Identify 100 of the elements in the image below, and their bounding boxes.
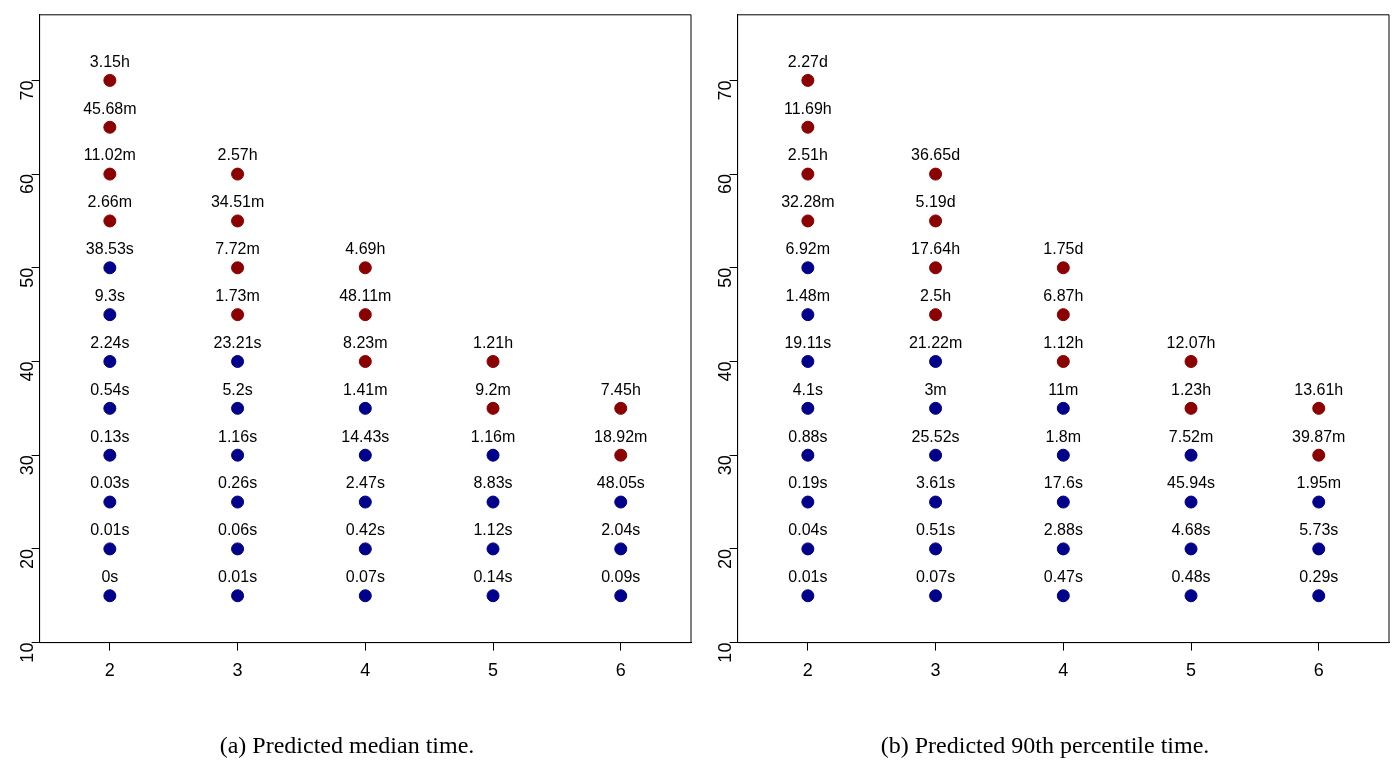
annotation: 0.29s bbox=[1299, 568, 1339, 586]
y-tick-label: 70 bbox=[714, 80, 735, 101]
y-tick-label: 30 bbox=[16, 455, 37, 476]
annotation: 6.87h bbox=[1043, 287, 1084, 305]
annotation: 0.42s bbox=[345, 521, 385, 539]
x-tick-label: 3 bbox=[232, 660, 243, 681]
x-tick-label: 5 bbox=[488, 660, 499, 681]
annotation: 2.47s bbox=[345, 474, 385, 492]
y-tick-label: 40 bbox=[16, 361, 37, 382]
annotation: 2.04s bbox=[601, 521, 641, 539]
annotation: 1.12s bbox=[473, 521, 513, 539]
annotation: 2.57h bbox=[217, 146, 258, 164]
annotation: 0.88s bbox=[788, 427, 828, 445]
annotation: 2.5h bbox=[920, 287, 952, 305]
text: (a) Predicted median time. bbox=[219, 731, 475, 758]
annotation: 9.2m bbox=[475, 380, 511, 398]
x-tick-label: 3 bbox=[930, 660, 941, 681]
annotation: 0.13s bbox=[90, 427, 130, 445]
annotation: 0.48s bbox=[1171, 568, 1211, 586]
y-tick-label: 60 bbox=[714, 174, 735, 195]
annotation: 1.41m bbox=[343, 380, 388, 398]
annotation: 0.01s bbox=[90, 521, 130, 539]
x-tick-label: 4 bbox=[360, 660, 371, 681]
annotation: 39.87m bbox=[1292, 427, 1346, 445]
y-tick-label: 40 bbox=[714, 361, 735, 382]
annotation: 1.48m bbox=[785, 287, 831, 305]
y-tick-label: 20 bbox=[714, 548, 735, 569]
annotation: 17.64h bbox=[911, 240, 961, 258]
annotation: 1.23h bbox=[1171, 380, 1212, 398]
y-tick-label: 60 bbox=[16, 174, 37, 195]
annotation: 11.69h bbox=[783, 99, 832, 117]
y-tick-label: 70 bbox=[16, 80, 37, 101]
annotation: 0.01s bbox=[788, 568, 828, 586]
y-tick-label: 10 bbox=[16, 642, 37, 663]
annotation: 45.68m bbox=[83, 99, 137, 117]
annotation: 0.04s bbox=[788, 521, 828, 539]
annotation: 13.61h bbox=[1294, 380, 1344, 398]
y-tick-label: 50 bbox=[714, 267, 735, 288]
annotation: 4.1s bbox=[792, 380, 823, 398]
annotation: 0.09s bbox=[601, 568, 641, 586]
annotation: 4.68s bbox=[1171, 521, 1211, 539]
x-tick-label: 4 bbox=[1058, 660, 1069, 681]
annotation: 2.51h bbox=[787, 146, 828, 164]
annotation: 0.47s bbox=[1043, 568, 1083, 586]
annotation: 3.15h bbox=[89, 52, 130, 70]
annotation: 19.11s bbox=[784, 333, 832, 351]
annotation: 17.6s bbox=[1043, 474, 1083, 492]
annotation: 0.01s bbox=[218, 568, 258, 586]
y-tick-label: 20 bbox=[16, 548, 37, 569]
annotation: 3.61s bbox=[916, 474, 956, 492]
annotation: 5.19d bbox=[915, 193, 956, 211]
annotation: 2.24s bbox=[90, 333, 130, 351]
annotation: 32.28m bbox=[781, 193, 835, 211]
annotation: 23.21s bbox=[213, 333, 262, 351]
x-tick-label: 6 bbox=[1313, 660, 1324, 681]
annotation: 9.3s bbox=[94, 287, 125, 305]
x-tick-label: 5 bbox=[1186, 660, 1197, 681]
annotation: 0.14s bbox=[473, 568, 513, 586]
annotation: 1.95m bbox=[1296, 474, 1341, 492]
x-tick-label: 6 bbox=[615, 660, 626, 681]
annotation: 25.52s bbox=[911, 427, 960, 445]
annotation: 0.03s bbox=[90, 474, 130, 492]
annotation: 8.23m bbox=[343, 333, 388, 351]
y-tick-label: 30 bbox=[714, 455, 735, 476]
annotation: 12.07h bbox=[1166, 333, 1216, 351]
annotation: 3m bbox=[924, 380, 947, 398]
annotation: 8.83s bbox=[473, 474, 513, 492]
annotation: 45.94s bbox=[1167, 474, 1216, 492]
annotation: 21.22m bbox=[908, 333, 963, 351]
annotation: 18.92m bbox=[594, 427, 648, 445]
annotation: 2.88s bbox=[1043, 521, 1083, 539]
annotation: 1.75d bbox=[1043, 240, 1084, 258]
annotation: 0.54s bbox=[90, 380, 130, 398]
annotation: 7.72m bbox=[215, 240, 260, 258]
annotation: 0.07s bbox=[345, 568, 385, 586]
annotation: 1.16s bbox=[218, 427, 258, 445]
annotation: 1.73m bbox=[215, 287, 260, 305]
annotation: 1.16m bbox=[470, 427, 516, 445]
annotation: 7.52m bbox=[1168, 427, 1214, 445]
annotation: 36.65d bbox=[911, 146, 961, 164]
y-tick-label: 50 bbox=[16, 267, 37, 288]
annotation: 5.2s bbox=[222, 380, 253, 398]
annotation: 48.05s bbox=[596, 474, 645, 492]
annotation: 0.51s bbox=[916, 521, 956, 539]
y-tick-label: 10 bbox=[714, 642, 735, 663]
annotation: 6.92m bbox=[785, 240, 831, 258]
annotation: 48.11m bbox=[339, 287, 392, 305]
annotation: 2.27d bbox=[787, 52, 828, 70]
annotation: 0.26s bbox=[218, 474, 258, 492]
annotation: 4.69h bbox=[345, 240, 386, 258]
annotation: 1.12h bbox=[1043, 333, 1084, 351]
annotation: 2.66m bbox=[87, 193, 133, 211]
annotation: 11.02m bbox=[83, 146, 136, 164]
annotation: 1.8m bbox=[1045, 427, 1082, 445]
text: (b) Predicted 90th percentile time. bbox=[880, 731, 1210, 758]
annotation: 0s bbox=[101, 568, 119, 586]
annotation: 5.73s bbox=[1299, 521, 1339, 539]
annotation: 7.45h bbox=[600, 380, 641, 398]
x-tick-label: 2 bbox=[802, 660, 813, 681]
annotation: 38.53s bbox=[85, 240, 134, 258]
